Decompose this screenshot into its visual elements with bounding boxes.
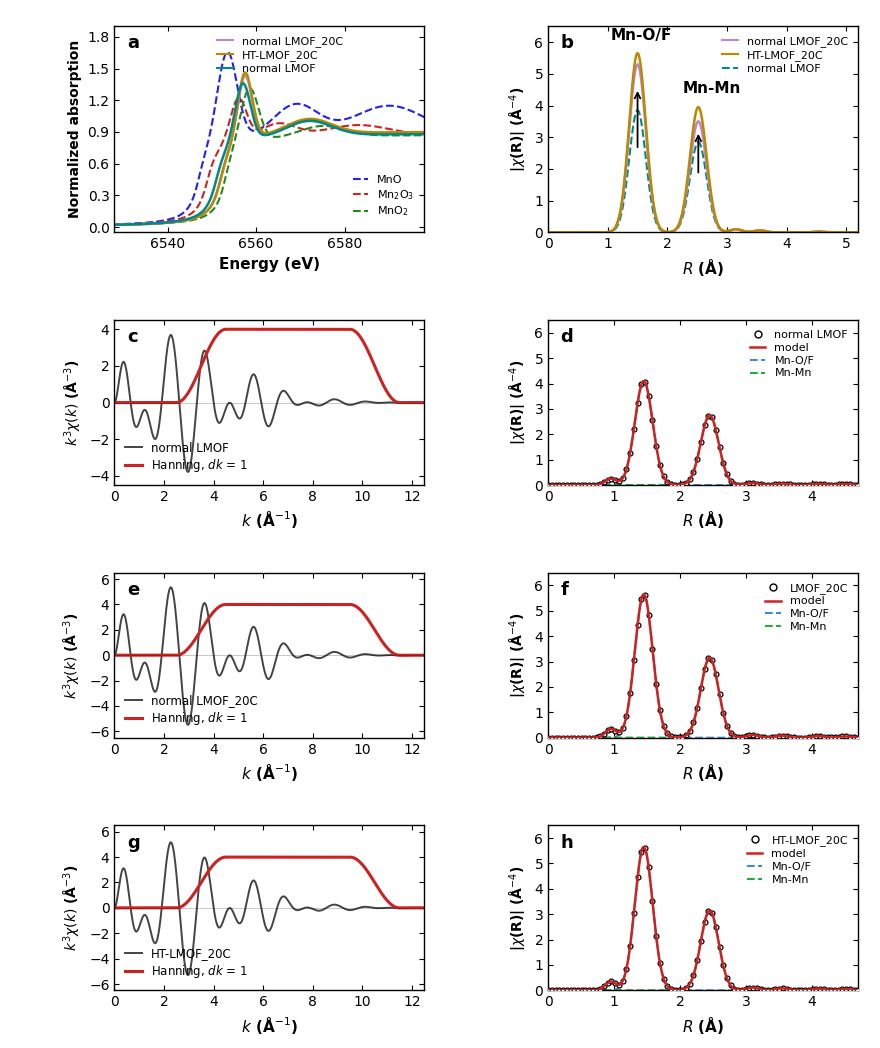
- Legend: MnO, Mn$_2$O$_3$, MnO$_2$: MnO, Mn$_2$O$_3$, MnO$_2$: [348, 171, 419, 223]
- Y-axis label: |$\chi$(R)| (Å$^{-4}$): |$\chi$(R)| (Å$^{-4}$): [508, 87, 529, 172]
- Y-axis label: $k^3\chi(k)$ (Å$^{-3}$): $k^3\chi(k)$ (Å$^{-3}$): [62, 612, 84, 699]
- X-axis label: $k$ (Å$^{-1}$): $k$ (Å$^{-1}$): [241, 762, 297, 783]
- X-axis label: $k$ (Å$^{-1}$): $k$ (Å$^{-1}$): [241, 509, 297, 530]
- Y-axis label: $k^3\chi(k)$ (Å$^{-3}$): $k^3\chi(k)$ (Å$^{-3}$): [62, 359, 84, 445]
- Y-axis label: |$\chi$(R)| (Å$^{-4}$): |$\chi$(R)| (Å$^{-4}$): [508, 612, 529, 698]
- Legend: LMOF_20C, model, Mn-O/F, Mn-Mn: LMOF_20C, model, Mn-O/F, Mn-Mn: [760, 578, 853, 636]
- X-axis label: $R$ (Å): $R$ (Å): [682, 509, 724, 530]
- Text: d: d: [561, 328, 573, 346]
- Text: Mn-Mn: Mn-Mn: [682, 81, 741, 95]
- Legend: normal LMOF_20C, Hanning, $dk$ = 1: normal LMOF_20C, Hanning, $dk$ = 1: [121, 690, 262, 732]
- Text: e: e: [127, 581, 139, 599]
- Y-axis label: Normalized absorption: Normalized absorption: [68, 40, 82, 218]
- Legend: normal LMOF, Hanning, $dk$ = 1: normal LMOF, Hanning, $dk$ = 1: [121, 437, 253, 479]
- Y-axis label: |$\chi$(R)| (Å$^{-4}$): |$\chi$(R)| (Å$^{-4}$): [508, 865, 529, 951]
- X-axis label: $R$ (Å): $R$ (Å): [682, 257, 724, 278]
- Y-axis label: |$\chi$(R)| (Å$^{-4}$): |$\chi$(R)| (Å$^{-4}$): [508, 359, 529, 445]
- Text: g: g: [127, 833, 140, 852]
- Legend: normal LMOF_20C, HT-LMOF_20C, normal LMOF: normal LMOF_20C, HT-LMOF_20C, normal LMO…: [718, 31, 853, 78]
- Text: c: c: [127, 328, 137, 346]
- Legend: HT-LMOF_20C, model, Mn-O/F, Mn-Mn: HT-LMOF_20C, model, Mn-O/F, Mn-Mn: [743, 831, 853, 889]
- Legend: normal LMOF, model, Mn-O/F, Mn-Mn: normal LMOF, model, Mn-O/F, Mn-Mn: [745, 326, 853, 383]
- X-axis label: Energy (eV): Energy (eV): [219, 257, 319, 271]
- Text: b: b: [561, 35, 574, 52]
- Legend: HT-LMOF_20C, Hanning, $dk$ = 1: HT-LMOF_20C, Hanning, $dk$ = 1: [121, 942, 253, 984]
- Y-axis label: $k^3\chi(k)$ (Å$^{-3}$): $k^3\chi(k)$ (Å$^{-3}$): [62, 865, 84, 952]
- X-axis label: $k$ (Å$^{-1}$): $k$ (Å$^{-1}$): [241, 1014, 297, 1035]
- X-axis label: $R$ (Å): $R$ (Å): [682, 762, 724, 783]
- Text: a: a: [127, 35, 139, 52]
- X-axis label: $R$ (Å): $R$ (Å): [682, 1014, 724, 1035]
- Text: f: f: [561, 581, 568, 599]
- Text: Mn-O/F: Mn-O/F: [611, 28, 672, 43]
- Text: h: h: [561, 833, 573, 852]
